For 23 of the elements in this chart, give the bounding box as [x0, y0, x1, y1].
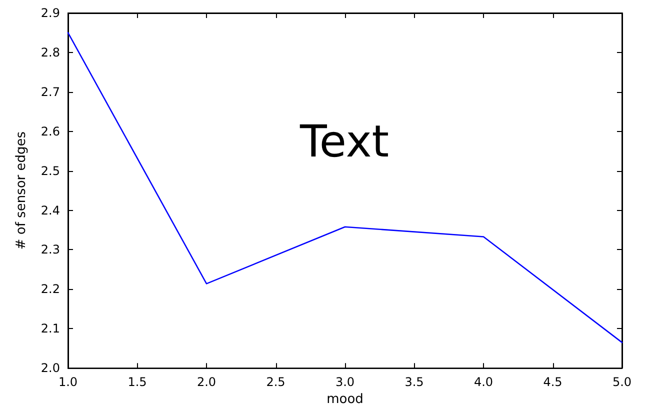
y-tick-label: 2.2	[40, 282, 60, 296]
line-series	[67, 32, 623, 344]
y-tick-label: 2.3	[40, 242, 60, 257]
x-tick-label: 5.0	[612, 375, 632, 390]
y-tick-label: 2.4	[40, 203, 60, 218]
x-tick-label: 3.0	[335, 375, 355, 390]
y-tick-label: 2.9	[40, 6, 60, 20]
x-tick-label: 2.5	[266, 375, 286, 390]
x-tick-label: 4.5	[543, 375, 562, 390]
x-tick-label: 3.5	[404, 375, 424, 390]
y-tick-label: 2.1	[40, 322, 60, 336]
y-tick-label: 2.5	[40, 164, 60, 178]
y-tick-label: 2.7	[40, 84, 60, 99]
y-axis-title: # of sensor edges	[14, 131, 29, 250]
y-tick-label: 2.8	[40, 45, 60, 60]
x-tick-label: 1.5	[128, 375, 147, 390]
y-tick-label: 2.6	[40, 124, 60, 138]
x-axis-title: mood	[326, 392, 364, 407]
y-tick-label: 2.0	[40, 361, 60, 376]
x-tick-label: 4.0	[474, 375, 494, 390]
annotation: Text	[299, 116, 389, 168]
x-tick-label: 1.0	[58, 375, 78, 390]
x-tick-label: 2.0	[196, 375, 216, 390]
